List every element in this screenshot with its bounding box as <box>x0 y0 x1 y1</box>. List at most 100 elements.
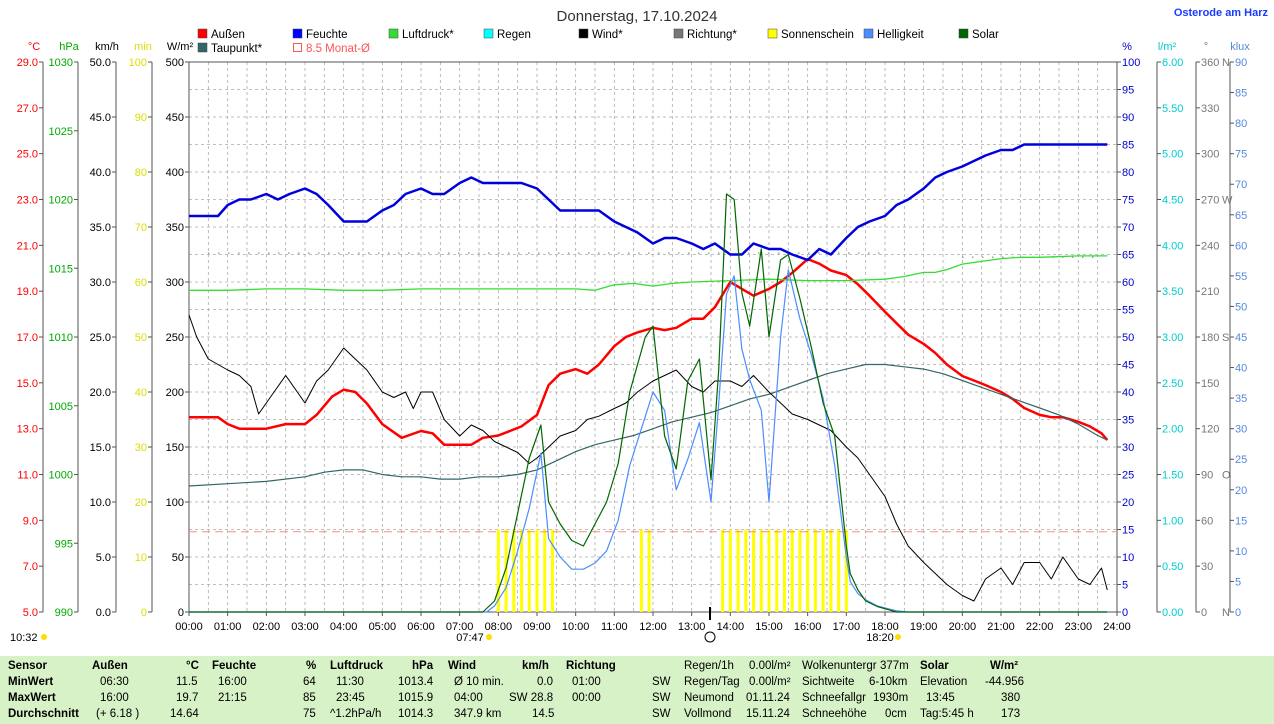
regen-h-label: Regen/1h <box>684 660 734 672</box>
vollmond-label: Vollmond <box>684 708 732 720</box>
tick-label-lux: 80 <box>1235 118 1247 130</box>
sunshine-bar <box>821 529 825 612</box>
tick-label-wind: 40.0 <box>90 167 111 179</box>
axis-unit-solar: W/m² <box>167 41 194 53</box>
tick-label-dir: 120 <box>1201 424 1219 436</box>
wind-max-time: 04:00 <box>454 692 483 704</box>
sicht: 6-10km <box>869 676 908 688</box>
hdr-luftdruck: Luftdruck <box>330 660 384 672</box>
neumond: 01.11.24 <box>746 692 790 704</box>
tick-label-wind: 0.0 <box>96 607 111 619</box>
now-label: 10:32 <box>10 632 38 644</box>
regen-tag-label: Regen/Tag <box>684 676 740 688</box>
x-tick-label: 19:00 <box>910 621 938 633</box>
solar-avg: 173 <box>1001 708 1021 720</box>
tick-label-wind: 25.0 <box>90 332 111 344</box>
tick-label-sun: 40 <box>135 387 147 399</box>
tick-label-press: 1000 <box>49 470 73 482</box>
hdr-richtung: Richtung <box>566 660 616 672</box>
legend-label: Regen <box>497 29 531 41</box>
tick-label-hum: 60 <box>1122 277 1134 289</box>
wind-min-label: Ø 10 min. <box>454 676 504 688</box>
tick-label-hum: 75 <box>1122 195 1134 207</box>
tick-label-lux: 45 <box>1235 332 1247 344</box>
sunshine-bar <box>844 529 848 612</box>
series-feuchte <box>189 143 1108 262</box>
tick-label-hum: 15 <box>1122 525 1134 537</box>
tick-label-temp: 27.0 <box>17 103 38 115</box>
tick-label-temp: 15.0 <box>17 378 38 390</box>
tick-label-rain: 0.50 <box>1162 561 1183 573</box>
tick-label-lux: 75 <box>1235 149 1247 161</box>
regen-h: 0.00l/m² <box>749 660 791 672</box>
legend-label: Luftdruck* <box>402 29 454 41</box>
x-tick-label: 15:00 <box>755 621 783 633</box>
now-sun-icon <box>41 634 47 640</box>
aussen-min: 11.5 <box>176 676 198 688</box>
tick-label-lux: 15 <box>1235 515 1247 527</box>
axis-unit-press: hPa <box>59 41 79 53</box>
tick-label-hum: 45 <box>1122 360 1134 372</box>
wind-avg-label: 347.9 km <box>454 708 502 720</box>
sunshine-bar <box>744 529 748 612</box>
tick-label-hum: 5 <box>1122 580 1128 592</box>
x-tick-label: 04:00 <box>330 621 358 633</box>
tick-label-hum: 100 <box>1122 57 1140 69</box>
series-au-en <box>189 257 1109 446</box>
tick-label-temp: 19.0 <box>17 286 38 298</box>
tick-label-solar: 100 <box>166 497 184 509</box>
tick-label-rain: 4.00 <box>1162 240 1183 252</box>
tick-label-solar: 450 <box>166 112 184 124</box>
legend-swatch <box>673 28 684 39</box>
sicht-label: Sichtweite <box>802 676 855 688</box>
solar-max-time: 13:45 <box>926 692 955 704</box>
axis-unit-wind: km/h <box>95 41 119 53</box>
richt-avg: SW <box>652 708 671 720</box>
sunshine-bar <box>543 529 547 612</box>
axes: 5.0 7.0 9.0 11.0 13.0 15.0 17.0 19.0 21.0 23.0 25.… <box>17 41 1251 633</box>
series-solar <box>189 193 1108 613</box>
sunshine-bar <box>806 529 810 612</box>
tick-label-lux: 35 <box>1235 393 1247 405</box>
vollmond: 15.11.24 <box>746 708 790 720</box>
sunshine-bar <box>775 529 779 612</box>
tick-label-dir: 240 <box>1201 240 1219 252</box>
tick-label-sun: 20 <box>135 497 147 509</box>
sunshine-bar <box>527 529 531 612</box>
tick-label-temp: 21.0 <box>17 240 38 252</box>
wind-min: 0.0 <box>537 676 553 688</box>
regen-tag: 0.00l/m² <box>749 676 791 688</box>
druck-min-time: 11:30 <box>336 676 364 688</box>
hdr-solar-unit: W/m² <box>990 660 1019 672</box>
axis-unit-sun: min <box>134 41 152 53</box>
tick-label-temp: 11.0 <box>17 470 38 482</box>
aussen-max: 19.7 <box>176 692 199 704</box>
tick-dir-dir: N <box>1222 57 1230 69</box>
tick-label-rain: 5.00 <box>1162 149 1183 161</box>
tick-label-hum: 80 <box>1122 167 1134 179</box>
sunshine-bar <box>798 529 802 612</box>
tick-label-wind: 15.0 <box>90 442 111 454</box>
solar-elev: -44.956 <box>985 676 1025 688</box>
sunshine-bar <box>512 529 516 612</box>
tick-label-wind: 35.0 <box>90 222 111 234</box>
x-tick-label: 24:00 <box>1103 621 1131 633</box>
x-tick-label: 00:00 <box>175 621 203 633</box>
legend-label: Sonnenschein <box>781 29 854 41</box>
druck-avg: 1014.3 <box>398 708 434 720</box>
tick-label-hum: 70 <box>1122 222 1134 234</box>
tick-label-rain: 1.50 <box>1162 470 1183 482</box>
tick-label-hum: 90 <box>1122 112 1134 124</box>
legend-swatch <box>292 28 303 39</box>
tick-label-solar: 300 <box>166 277 184 289</box>
legend-label: Feuchte <box>306 29 348 41</box>
legend-label: Solar <box>972 29 999 41</box>
hdr-luftdruck-unit: hPa <box>412 660 434 672</box>
sunshine-bar <box>535 529 539 612</box>
tick-label-lux: 65 <box>1235 210 1247 222</box>
reference-lines <box>189 252 1117 533</box>
tick-label-lux: 70 <box>1235 179 1247 191</box>
series-helligkeit <box>189 269 1108 613</box>
x-tick-label: 06:00 <box>407 621 435 633</box>
sunshine-bar <box>767 529 771 612</box>
